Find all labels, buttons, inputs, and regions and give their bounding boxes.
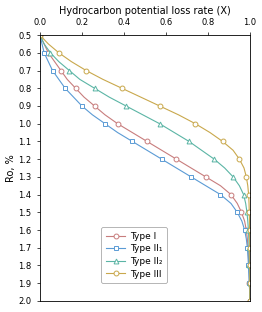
Y-axis label: Ro, %: Ro, %: [6, 154, 15, 182]
X-axis label: Hydrocarbon potential loss rate (X): Hydrocarbon potential loss rate (X): [59, 6, 231, 16]
Legend: Type I, Type II₁, Type II₂, Type III: Type I, Type II₁, Type II₂, Type III: [101, 227, 167, 283]
